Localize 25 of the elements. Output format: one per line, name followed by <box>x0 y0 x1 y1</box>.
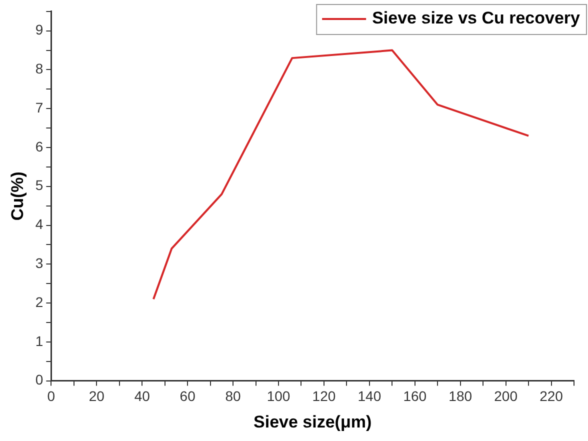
x-tick-label: 120 <box>312 388 336 404</box>
y-tick-label: 9 <box>35 22 44 38</box>
y-tick-label: 6 <box>35 138 44 154</box>
x-tick-label: 100 <box>266 388 290 404</box>
y-tick-label: 7 <box>35 99 44 116</box>
y-tick-label: 3 <box>35 255 44 272</box>
x-tick-label: 80 <box>225 388 242 404</box>
x-tick-label: 0 <box>47 388 56 404</box>
x-tick-label: 200 <box>494 388 518 404</box>
y-tick-label: 4 <box>35 216 44 232</box>
legend-label: Sieve size vs Cu recovery <box>372 8 581 28</box>
y-tick-label: 1 <box>35 332 44 349</box>
x-tick-label: 220 <box>540 388 564 404</box>
x-tick-label: 140 <box>358 388 382 404</box>
x-tick-label: 20 <box>88 388 105 404</box>
y-axis-title: Cu(%) <box>8 172 27 221</box>
x-tick-label: 60 <box>180 388 196 404</box>
x-axis-title: Sieve size(μm) <box>254 412 372 432</box>
y-tick-label: 8 <box>35 60 44 77</box>
x-tick-label: 40 <box>134 388 150 404</box>
y-tick-label: 2 <box>35 294 44 310</box>
x-tick-label: 180 <box>448 388 472 404</box>
x-tick-label: 160 <box>403 388 427 404</box>
y-tick-label: 0 <box>35 372 44 388</box>
y-tick-label: 5 <box>35 177 44 194</box>
